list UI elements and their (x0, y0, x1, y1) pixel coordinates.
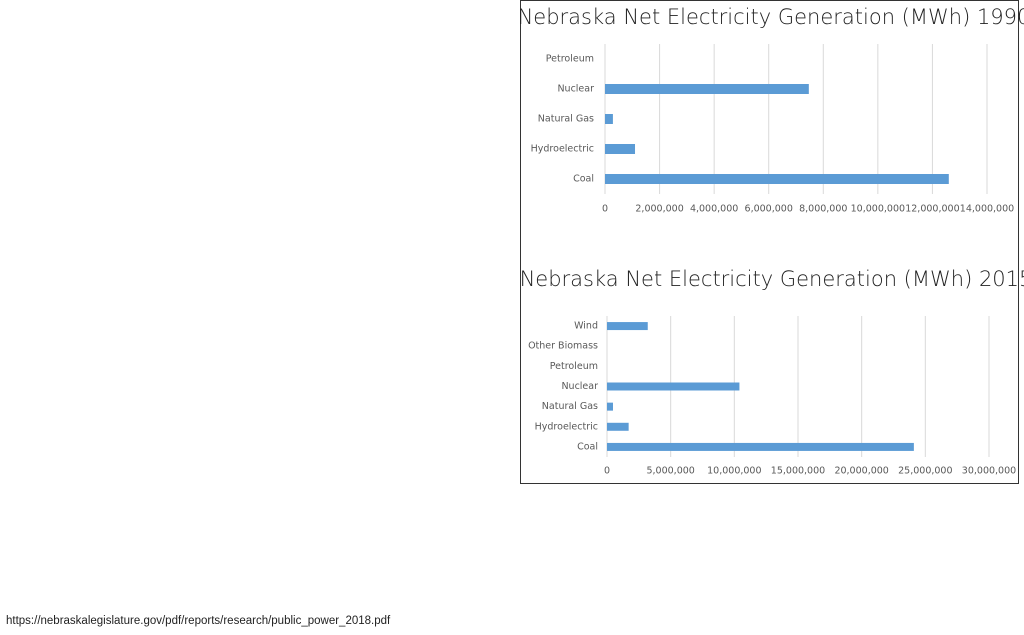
y-tick-label: Hydroelectric (531, 144, 594, 155)
chart-frame (520, 0, 1019, 484)
bar (605, 84, 809, 94)
x-tick-label: 0 (602, 204, 608, 215)
x-tick-label: 10,000,000 (851, 204, 905, 215)
bar (605, 114, 613, 124)
x-tick-label: 8,000,000 (799, 204, 847, 215)
y-tick-label: Coal (577, 441, 598, 452)
x-tick-label: 5,000,000 (646, 466, 694, 477)
y-tick-label: Nuclear (557, 84, 594, 95)
y-tick-label: Natural Gas (538, 114, 594, 125)
x-tick-label: 20,000,000 (834, 466, 888, 477)
x-tick-label: 12,000,000 (905, 204, 959, 215)
y-tick-label: Nuclear (561, 381, 598, 392)
bar (605, 144, 636, 154)
x-tick-label: 6,000,000 (745, 204, 793, 215)
bar (607, 442, 914, 451)
x-tick-label: 14,000,000 (960, 204, 1014, 215)
y-tick-label: Coal (573, 174, 594, 185)
y-tick-label: Hydroelectric (535, 421, 598, 432)
x-tick-label: 4,000,000 (690, 204, 738, 215)
bar (607, 402, 613, 411)
y-tick-label: Petroleum (546, 54, 594, 65)
x-tick-label: 10,000,000 (707, 466, 761, 477)
bar (607, 422, 629, 431)
y-tick-label: Natural Gas (542, 401, 598, 412)
y-tick-label: Wind (574, 321, 598, 332)
y-tick-label: Other Biomass (528, 341, 598, 352)
x-tick-label: 25,000,000 (898, 466, 952, 477)
x-tick-label: 2,000,000 (635, 204, 683, 215)
x-tick-label: 30,000,000 (962, 466, 1016, 477)
bar (605, 174, 949, 184)
x-tick-label: 0 (604, 466, 610, 477)
chart-title: Nebraska Net Electricity Generation (MWh… (518, 5, 1024, 29)
bar (607, 382, 740, 391)
source-url: https://nebraskalegislature.gov/pdf/repo… (6, 615, 391, 627)
chart-title: Nebraska Net Electricity Generation (MWh… (520, 267, 1024, 291)
bar (607, 322, 648, 331)
y-tick-label: Petroleum (550, 361, 598, 372)
x-tick-label: 15,000,000 (771, 466, 825, 477)
